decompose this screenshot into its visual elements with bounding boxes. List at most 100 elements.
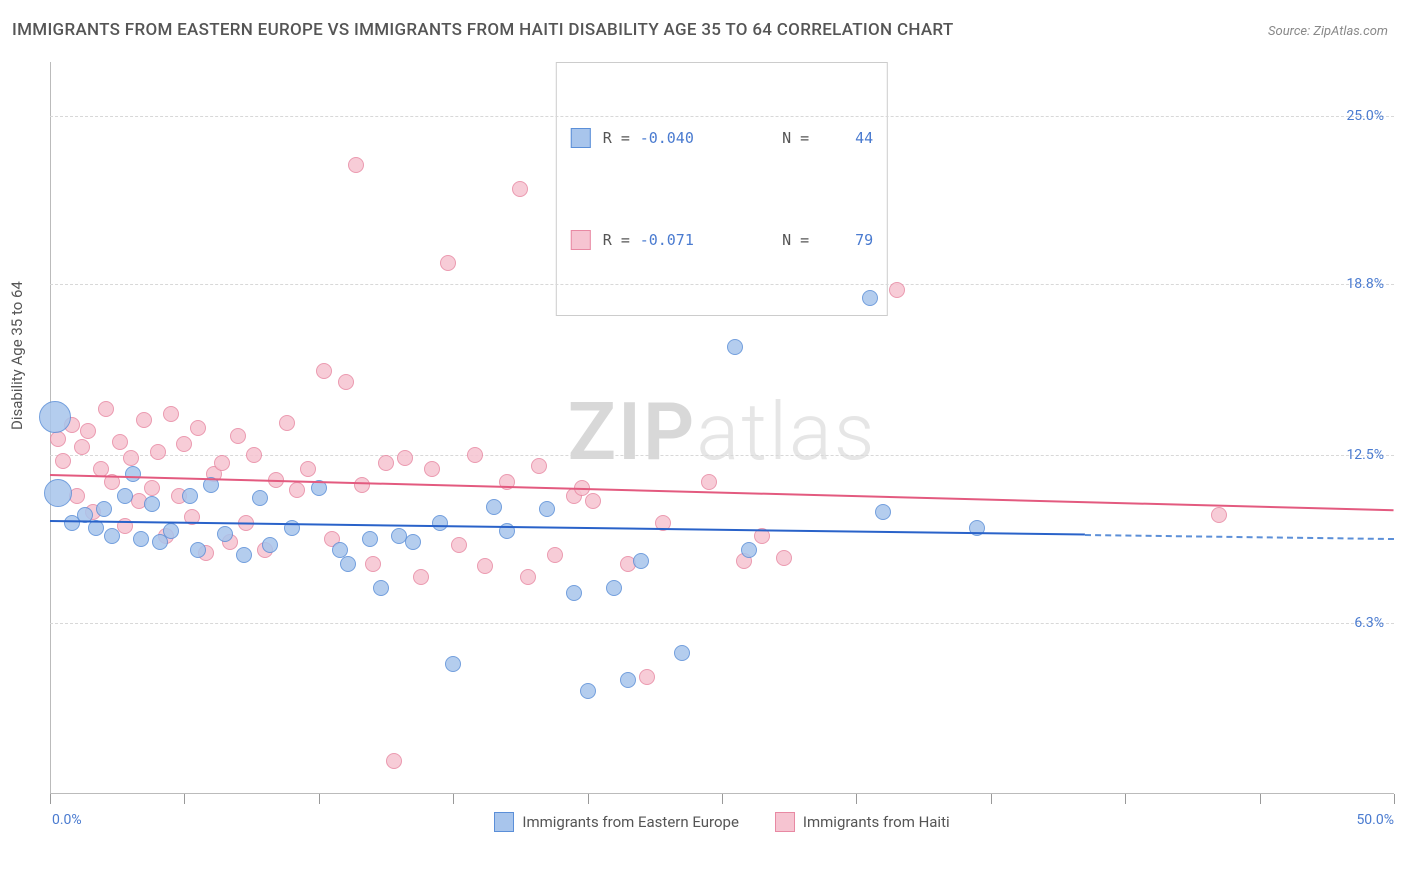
data-point bbox=[386, 753, 402, 769]
data-point bbox=[585, 493, 601, 509]
data-point bbox=[252, 490, 268, 506]
data-point bbox=[182, 488, 198, 504]
legend-label-b: Immigrants from Haiti bbox=[803, 813, 950, 831]
data-point bbox=[214, 455, 230, 471]
chart-title: IMMIGRANTS FROM EASTERN EUROPE VS IMMIGR… bbox=[12, 20, 954, 40]
stat-n-label: N = bbox=[782, 127, 809, 149]
data-point bbox=[354, 477, 370, 493]
stat-r-label: R = bbox=[603, 127, 630, 149]
data-point bbox=[230, 428, 246, 444]
data-point bbox=[123, 450, 139, 466]
data-point bbox=[136, 412, 152, 428]
legend-label-a: Immigrants from Eastern Europe bbox=[522, 813, 739, 831]
x-tick-label: 50.0% bbox=[1356, 812, 1394, 828]
data-point bbox=[1211, 507, 1227, 523]
y-tick-label: 18.8% bbox=[1346, 276, 1384, 292]
swatch-series-b bbox=[571, 230, 591, 250]
data-point bbox=[639, 669, 655, 685]
data-point bbox=[50, 431, 66, 447]
data-point bbox=[96, 501, 112, 517]
grid-line bbox=[50, 116, 1394, 117]
data-point bbox=[190, 420, 206, 436]
data-point bbox=[633, 553, 649, 569]
x-tick-mark bbox=[319, 794, 320, 804]
data-point bbox=[289, 482, 305, 498]
x-tick-mark bbox=[722, 794, 723, 804]
data-point bbox=[397, 450, 413, 466]
data-point bbox=[112, 434, 128, 450]
x-tick-mark bbox=[588, 794, 589, 804]
data-point bbox=[362, 531, 378, 547]
data-point bbox=[520, 569, 536, 585]
data-point bbox=[413, 569, 429, 585]
data-point bbox=[279, 415, 295, 431]
legend-item-b: Immigrants from Haiti bbox=[775, 812, 950, 832]
data-point bbox=[531, 458, 547, 474]
x-tick-mark bbox=[184, 794, 185, 804]
data-point bbox=[88, 520, 104, 536]
scatter-plot: ZIPatlas R = -0.040 N = 44 R = -0.071 N … bbox=[50, 62, 1394, 832]
data-point bbox=[875, 504, 891, 520]
x-tick-mark bbox=[991, 794, 992, 804]
data-point bbox=[378, 455, 394, 471]
data-point bbox=[338, 374, 354, 390]
source-attribution: Source: ZipAtlas.com bbox=[1268, 24, 1388, 39]
data-point bbox=[144, 480, 160, 496]
legend-item-a: Immigrants from Eastern Europe bbox=[494, 812, 739, 832]
data-point bbox=[262, 537, 278, 553]
x-tick-mark bbox=[453, 794, 454, 804]
data-point bbox=[125, 466, 141, 482]
data-point bbox=[512, 181, 528, 197]
data-point bbox=[80, 423, 96, 439]
data-point bbox=[348, 157, 364, 173]
trend-line bbox=[50, 474, 1394, 511]
data-point bbox=[373, 580, 389, 596]
data-point bbox=[340, 556, 356, 572]
data-point bbox=[316, 363, 332, 379]
stat-r-value-a: -0.040 bbox=[638, 127, 694, 149]
x-tick-mark bbox=[856, 794, 857, 804]
legend-swatch-b bbox=[775, 812, 795, 832]
y-tick-label: 6.3% bbox=[1354, 615, 1384, 631]
data-point bbox=[620, 672, 636, 688]
data-point bbox=[580, 683, 596, 699]
data-point bbox=[727, 339, 743, 355]
stats-row-series-a: R = -0.040 N = 44 bbox=[571, 105, 873, 171]
data-point bbox=[246, 447, 262, 463]
stat-n-label: N = bbox=[782, 229, 809, 251]
data-point bbox=[477, 558, 493, 574]
trend-line-dashed bbox=[1085, 534, 1394, 540]
data-point bbox=[98, 401, 114, 417]
data-point bbox=[144, 496, 160, 512]
data-point bbox=[539, 501, 555, 517]
data-point bbox=[432, 515, 448, 531]
legend-swatch-a bbox=[494, 812, 514, 832]
grid-line bbox=[50, 284, 1394, 285]
watermark: ZIPatlas bbox=[568, 385, 877, 479]
data-point bbox=[217, 526, 233, 542]
data-point bbox=[39, 401, 71, 433]
stat-n-value-b: 79 bbox=[817, 229, 873, 251]
bottom-legend: Immigrants from Eastern Europe Immigrant… bbox=[50, 812, 1394, 832]
data-point bbox=[566, 585, 582, 601]
data-point bbox=[163, 523, 179, 539]
grid-line bbox=[50, 623, 1394, 624]
x-tick-mark bbox=[1394, 794, 1395, 804]
data-point bbox=[889, 282, 905, 298]
data-point bbox=[486, 499, 502, 515]
data-point bbox=[176, 436, 192, 452]
data-point bbox=[117, 488, 133, 504]
data-point bbox=[445, 656, 461, 672]
stats-legend-box: R = -0.040 N = 44 R = -0.071 N = 79 bbox=[556, 62, 888, 316]
stat-r-value-b: -0.071 bbox=[638, 229, 694, 251]
data-point bbox=[55, 453, 71, 469]
data-point bbox=[133, 531, 149, 547]
data-point bbox=[44, 479, 72, 507]
data-point bbox=[547, 547, 563, 563]
trend-line bbox=[50, 520, 1085, 536]
x-tick-mark bbox=[50, 794, 51, 804]
data-point bbox=[862, 290, 878, 306]
x-tick-mark bbox=[1260, 794, 1261, 804]
data-point bbox=[606, 580, 622, 596]
x-tick-mark bbox=[1125, 794, 1126, 804]
